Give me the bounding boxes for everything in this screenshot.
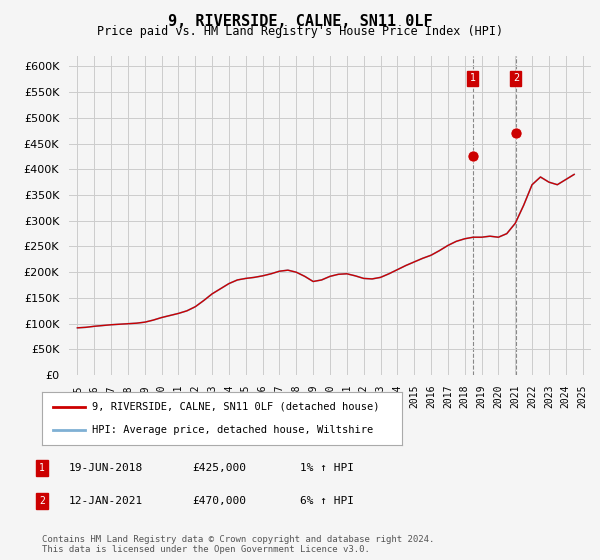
Text: £425,000: £425,000 [192, 463, 246, 473]
Text: 1: 1 [470, 73, 476, 83]
Text: 12-JAN-2021: 12-JAN-2021 [69, 496, 143, 506]
Text: HPI: Average price, detached house, Wiltshire: HPI: Average price, detached house, Wilt… [92, 425, 374, 435]
Text: 2: 2 [39, 496, 45, 506]
Text: 1: 1 [39, 463, 45, 473]
Text: £470,000: £470,000 [192, 496, 246, 506]
Text: 6% ↑ HPI: 6% ↑ HPI [300, 496, 354, 506]
Text: Price paid vs. HM Land Registry's House Price Index (HPI): Price paid vs. HM Land Registry's House … [97, 25, 503, 38]
Text: 2: 2 [513, 73, 519, 83]
Text: 9, RIVERSIDE, CALNE, SN11 0LF: 9, RIVERSIDE, CALNE, SN11 0LF [167, 14, 433, 29]
Text: Contains HM Land Registry data © Crown copyright and database right 2024.
This d: Contains HM Land Registry data © Crown c… [42, 535, 434, 554]
Text: 9, RIVERSIDE, CALNE, SN11 0LF (detached house): 9, RIVERSIDE, CALNE, SN11 0LF (detached … [92, 402, 380, 412]
Text: 1% ↑ HPI: 1% ↑ HPI [300, 463, 354, 473]
Text: 19-JUN-2018: 19-JUN-2018 [69, 463, 143, 473]
